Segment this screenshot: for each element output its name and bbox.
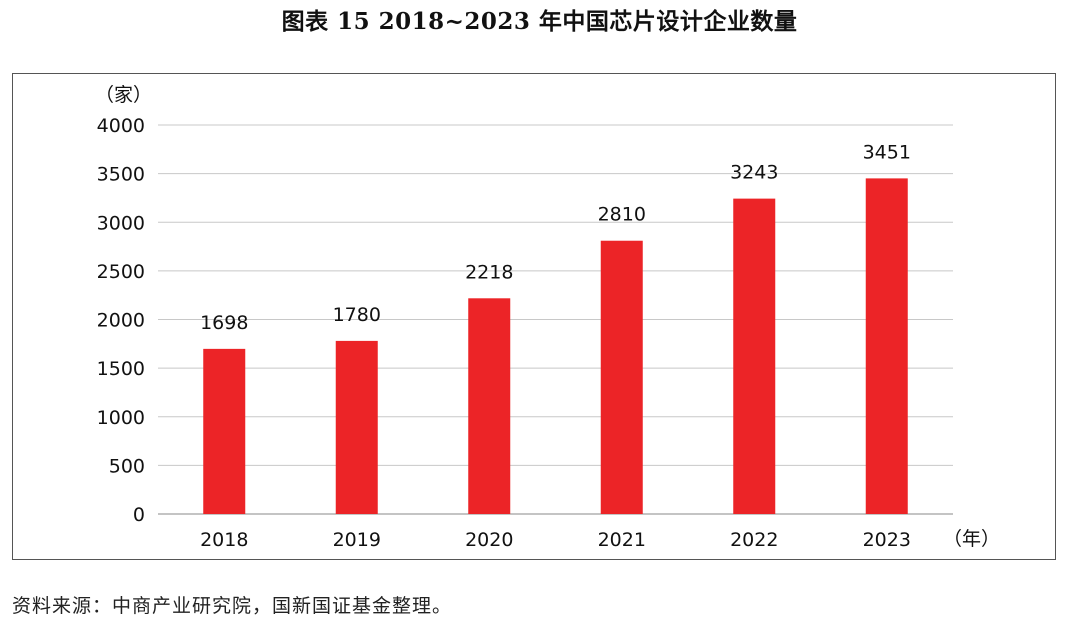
data-label: 3451 <box>863 141 911 163</box>
x-axis-label: （年） <box>943 528 1000 550</box>
y-tick-label: 500 <box>109 455 145 477</box>
data-label: 2810 <box>598 204 646 226</box>
source-note: 资料来源：中商产业研究院，国新国证基金整理。 <box>12 595 453 617</box>
bar-2021 <box>600 240 643 515</box>
bar-2019 <box>335 340 378 514</box>
y-tick-label: 1000 <box>97 407 145 429</box>
y-tick-label: 2000 <box>97 310 145 332</box>
chart-title: 图表 15 2018~2023 年中国芯片设计企业数量 <box>281 8 798 35</box>
x-tick-label: 2020 <box>465 529 513 551</box>
y-tick-label: 3000 <box>97 212 145 234</box>
grid-lines <box>158 124 953 515</box>
x-tick-label: 2019 <box>333 529 381 551</box>
x-tick-label: 2022 <box>730 529 778 551</box>
y-tick-label: 1500 <box>97 358 145 380</box>
chart-frame <box>12 73 1056 560</box>
data-label: 2218 <box>465 261 513 283</box>
x-tick-label: 2023 <box>863 529 911 551</box>
data-label: 1698 <box>200 312 248 334</box>
x-tick-labels: 2018 2019 2020 2021 2022 2023 <box>200 529 911 551</box>
y-tick-label: 3500 <box>97 164 145 186</box>
x-tick-label: 2018 <box>200 529 248 551</box>
bar-2018 <box>203 348 246 514</box>
bars <box>203 178 908 515</box>
y-tick-labels: 0 500 1000 1500 2000 2500 3000 3500 4000 <box>97 115 145 526</box>
data-labels: 1698 1780 2218 2810 3243 3451 <box>200 141 911 333</box>
bar-2022 <box>733 198 776 514</box>
data-label: 1780 <box>333 304 381 326</box>
y-axis-label: （家） <box>95 84 152 106</box>
y-tick-label: 0 <box>133 504 145 526</box>
y-tick-label: 4000 <box>97 115 145 137</box>
bar-2023 <box>865 178 908 514</box>
bar-2020 <box>468 298 511 514</box>
data-label: 3243 <box>730 162 778 184</box>
y-tick-label: 2500 <box>97 261 145 283</box>
x-tick-label: 2021 <box>598 529 646 551</box>
